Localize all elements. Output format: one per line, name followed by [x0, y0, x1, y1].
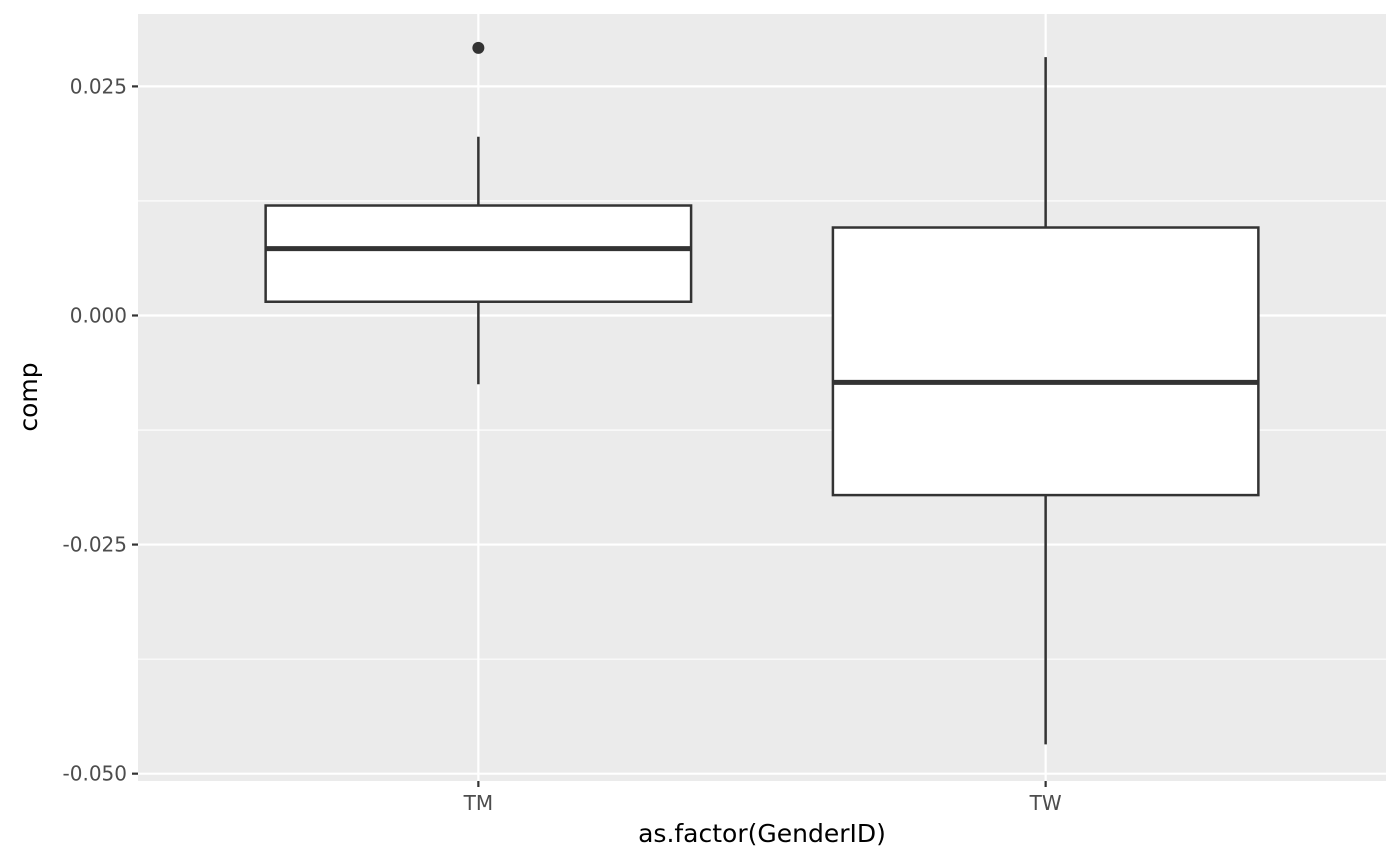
y-tick-label: 0.000: [70, 303, 127, 327]
y-axis: -0.050 -0.025 0.000 0.025: [63, 74, 138, 786]
x-tick-label: TM: [463, 791, 493, 815]
x-axis-title: as.factor(GenderID): [638, 819, 886, 848]
x-tick-label: TW: [1029, 791, 1062, 815]
y-tick-label: -0.050: [63, 762, 127, 786]
box-group-tw: [831, 57, 1260, 745]
box-iqr: [831, 226, 1260, 497]
box-iqr: [264, 204, 693, 303]
box-layer: [264, 41, 1260, 745]
box-group-tm: [264, 41, 693, 385]
y-tick-label: -0.025: [63, 533, 127, 557]
outlier-point: [472, 41, 485, 54]
y-axis-title: comp: [14, 362, 43, 431]
x-axis: TM TW: [463, 781, 1062, 815]
y-tick-label: 0.025: [70, 74, 127, 98]
